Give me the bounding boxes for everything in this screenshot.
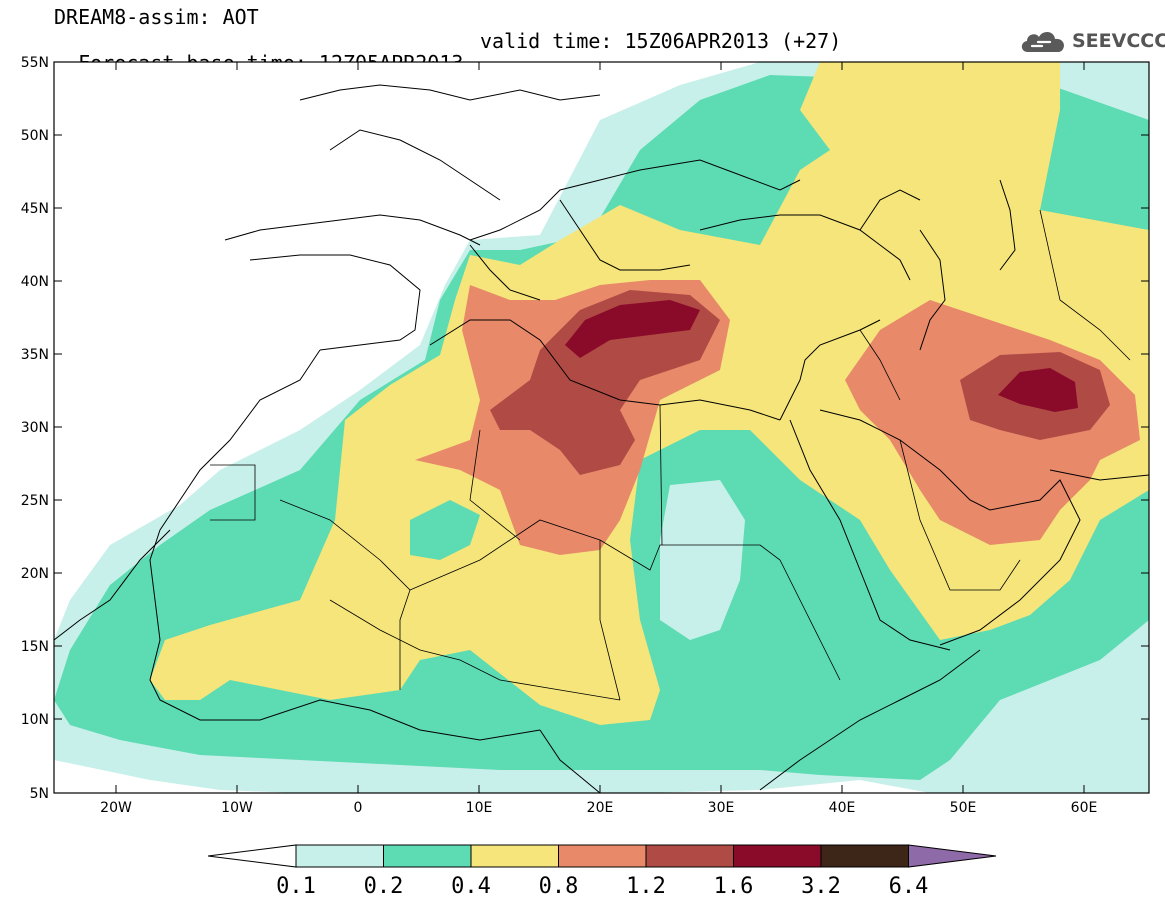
aot-band-1.6 — [565, 300, 700, 358]
lat-label: 5N — [30, 786, 49, 802]
aot-shading — [54, 62, 1149, 793]
aot-band-1.2 — [490, 290, 720, 475]
cloud-icon — [1021, 31, 1065, 52]
colorbar-swatch — [645, 844, 734, 868]
lat-label: 25N — [21, 493, 49, 509]
colorbar-label: 0.1 — [276, 874, 316, 899]
lon-label: 20E — [587, 800, 614, 816]
valid-time-text: valid time: 15Z06APR2013 (+27) — [480, 29, 842, 53]
colorbar-label: 0.8 — [539, 874, 579, 899]
lat-label: 15N — [21, 639, 49, 655]
lon-label: 60E — [1071, 800, 1098, 816]
colorbar-arrow-high — [908, 844, 997, 868]
colorbar-label: 1.2 — [626, 874, 666, 899]
lon-label: 50E — [950, 800, 977, 816]
lon-label: 10E — [466, 800, 493, 816]
lon-label: 20W — [100, 800, 132, 816]
lat-label: 10N — [21, 712, 49, 728]
longitude-labels: 20W 10W 0 10E 20E 30E 40E 50E 60E — [100, 800, 1097, 816]
colorbar-label: 6.4 — [889, 874, 929, 899]
colorbar-swatch — [470, 844, 559, 868]
colorbar-swatch — [733, 844, 822, 868]
lat-label: 35N — [21, 347, 49, 363]
colorbar-swatch — [558, 844, 647, 868]
lat-label: 55N — [21, 55, 49, 71]
colorbar-swatch — [295, 844, 384, 868]
colorbar-label: 3.2 — [801, 874, 841, 899]
aot-band-1.6-east — [998, 368, 1078, 412]
colorbar-swatch — [383, 844, 472, 868]
colorbar: 0.1 0.2 0.4 0.8 1.2 1.6 3.2 6.4 — [207, 844, 997, 899]
lat-label: 40N — [21, 274, 49, 290]
lat-label: 45N — [21, 201, 49, 217]
lat-label: 20N — [21, 566, 49, 582]
lon-label: 10W — [221, 800, 253, 816]
map-title: DREAM8-assim: AOT — [54, 5, 259, 29]
axis-ticks — [54, 61, 1149, 793]
lat-label: 30N — [21, 420, 49, 436]
colorbar-swatch — [820, 844, 909, 868]
colorbar-label: 0.4 — [451, 874, 491, 899]
logo-text: SEEVCCC — [1072, 30, 1165, 52]
lon-label: 30E — [708, 800, 735, 816]
latitude-labels: 55N 50N 45N 40N 35N 30N 25N 20N 15N 10N … — [21, 55, 49, 802]
colorbar-label: 1.6 — [714, 874, 754, 899]
colorbar-arrow-low — [207, 844, 297, 868]
seevccc-logo: SEEVCCC — [1018, 26, 1165, 56]
aot-band-0.1-inner — [660, 480, 745, 640]
lat-label: 50N — [21, 128, 49, 144]
lon-label: 40E — [829, 800, 856, 816]
country-borders — [210, 209, 1131, 701]
lon-label: 0 — [354, 800, 363, 816]
colorbar-label: 0.2 — [364, 874, 404, 899]
aot-band-0.2-patch — [410, 500, 480, 560]
